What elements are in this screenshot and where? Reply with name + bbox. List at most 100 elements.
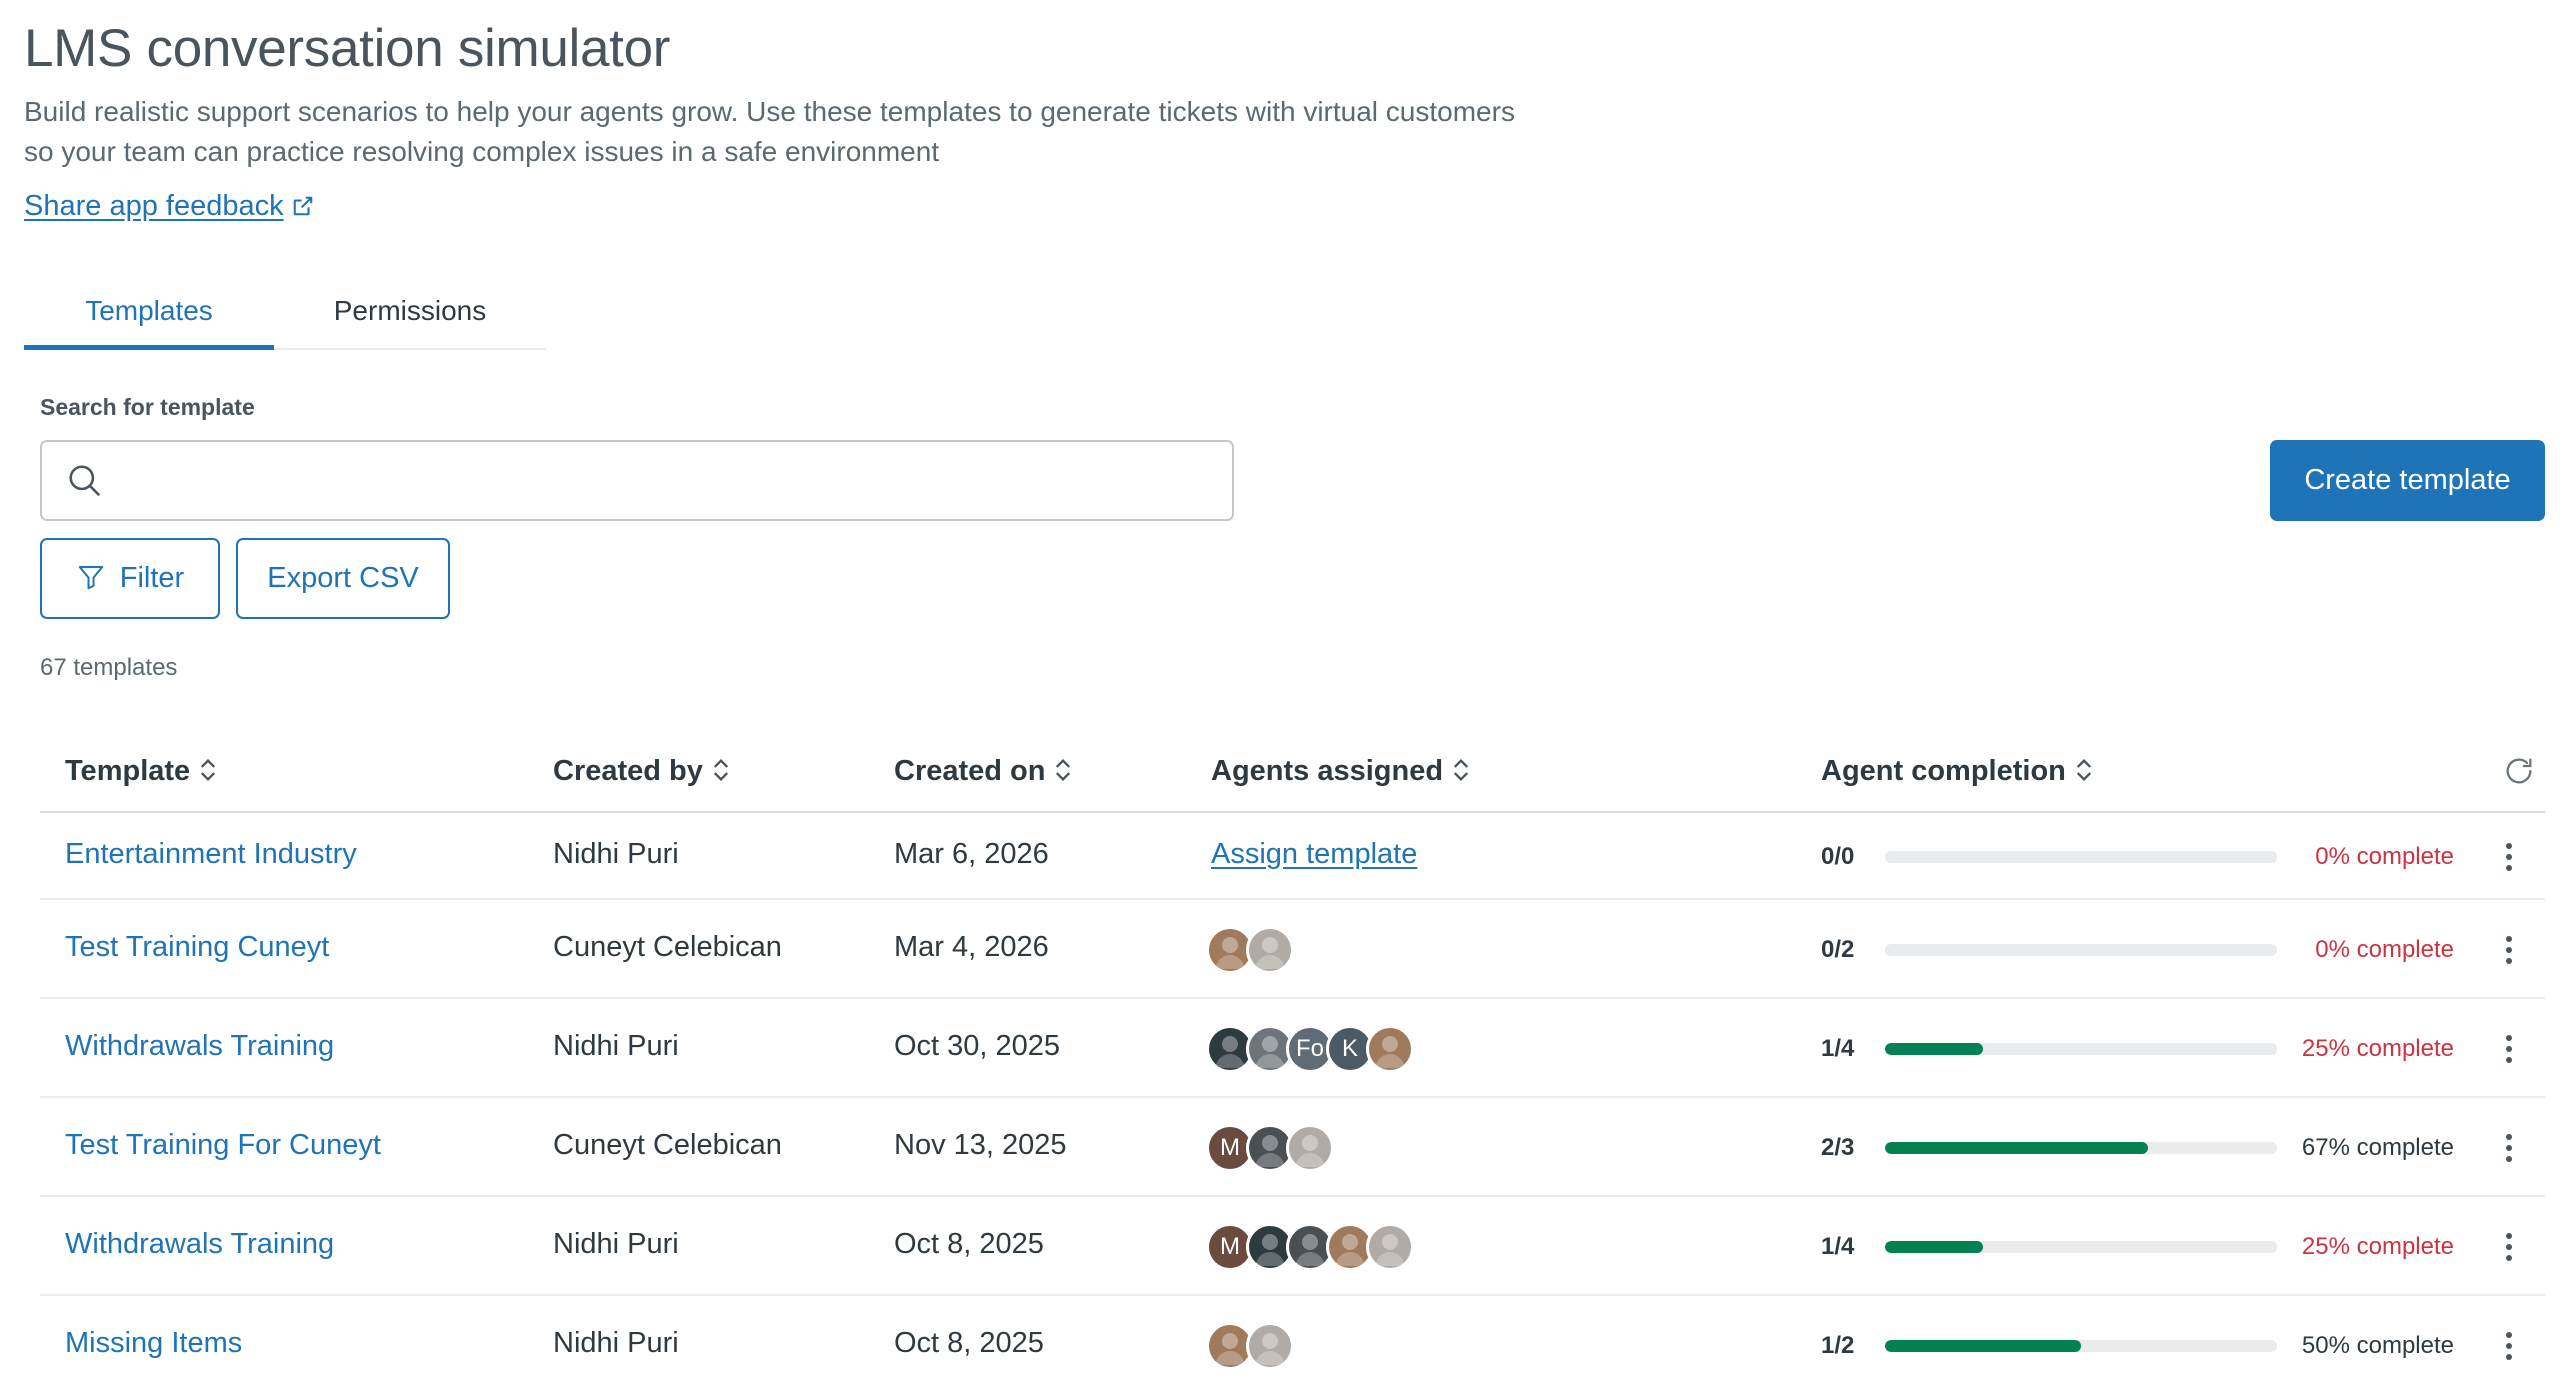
agent-avatars: Fo K: [1206, 1025, 1414, 1073]
avatar[interactable]: [1246, 926, 1294, 974]
kebab-dot: [2506, 1035, 2512, 1041]
kebab-dot: [2506, 854, 2512, 860]
column-label: Agents assigned: [1211, 755, 1444, 787]
table-row: Withdrawals Training Nidhi Puri Oct 8, 202…: [40, 1197, 2545, 1296]
kebab-menu-icon[interactable]: [2497, 1128, 2521, 1168]
search-field: [40, 440, 1234, 521]
column-label: Agent completion: [1821, 755, 2066, 787]
kebab-menu-icon[interactable]: [2497, 1326, 2521, 1366]
table-row: Test Training For Cuneyt Cuneyt Celebican…: [40, 1098, 2545, 1197]
kebab-dot: [2506, 1354, 2512, 1360]
completion-percent: 0% complete: [2315, 936, 2454, 963]
avatar[interactable]: [1366, 1223, 1414, 1271]
kebab-dot: [2506, 1145, 2512, 1151]
column-label: Created on: [894, 755, 1046, 787]
export-csv-button[interactable]: Export CSV: [236, 538, 450, 619]
template-name-link[interactable]: Test Training For Cuneyt: [65, 1129, 381, 1161]
filter-button[interactable]: Filter: [40, 538, 220, 619]
kebab-menu-icon[interactable]: [2497, 837, 2521, 877]
column-header-template[interactable]: Template: [65, 730, 218, 813]
avatar[interactable]: [1246, 1025, 1294, 1073]
assign-template-link[interactable]: Assign template: [1211, 838, 1418, 870]
completion-progress-bar: [1885, 1340, 2277, 1352]
created-by: Nidhi Puri: [553, 1228, 679, 1260]
table-header: Template Created by Created on Agents as…: [40, 730, 2545, 813]
sort-icon: [1454, 759, 1469, 781]
template-count: 67 templates: [40, 654, 178, 681]
kebab-dot: [2506, 958, 2512, 964]
external-link-icon: [293, 196, 312, 216]
kebab-dot: [2506, 1343, 2512, 1349]
completion-fraction: 0/2: [1821, 936, 1855, 963]
template-name-link[interactable]: Test Training Cuneyt: [65, 931, 330, 963]
avatar[interactable]: [1286, 1124, 1334, 1172]
avatar[interactable]: [1366, 1025, 1414, 1073]
refresh-icon[interactable]: [2502, 754, 2536, 788]
column-header-created-on[interactable]: Created on: [894, 730, 1073, 813]
avatar[interactable]: [1206, 1322, 1254, 1370]
column-header-agents-assigned[interactable]: Agents assigned: [1211, 730, 1471, 813]
tab-permissions[interactable]: Permissions: [333, 295, 487, 326]
column-label: Template: [65, 755, 191, 787]
kebab-dot: [2506, 936, 2512, 942]
completion-fraction: 1/4: [1821, 1035, 1855, 1062]
kebab-menu-icon[interactable]: [2497, 1029, 2521, 1069]
kebab-dot: [2506, 1244, 2512, 1250]
column-label: Created by: [553, 755, 703, 787]
table-row: Withdrawals Training Nidhi Puri Oct 30, 20…: [40, 999, 2545, 1098]
progress-fill: [1885, 1043, 1983, 1055]
tab-templates[interactable]: Templates: [24, 280, 274, 350]
completion-progress-bar: [1885, 1142, 2277, 1154]
created-on: Oct 30, 2025: [894, 1030, 1061, 1062]
template-name-link[interactable]: Missing Items: [65, 1327, 243, 1359]
kebab-dot: [2506, 865, 2512, 871]
column-header-agent-completion[interactable]: Agent completion: [1821, 730, 2094, 813]
created-on: Oct 8, 2025: [894, 1327, 1044, 1359]
kebab-dot: [2506, 947, 2512, 953]
kebab-dot: [2506, 1156, 2512, 1162]
created-on: Mar 4, 2026: [894, 931, 1049, 963]
completion-progress-bar: [1885, 944, 2277, 956]
kebab-menu-icon[interactable]: [2497, 1227, 2521, 1267]
page-description: Build realistic support scenarios to hel…: [24, 96, 1515, 167]
agent-avatars: M: [1206, 1223, 1414, 1271]
created-by: Cuneyt Celebican: [553, 1129, 782, 1161]
agent-avatars: M: [1206, 1124, 1334, 1172]
completion-progress-bar: [1885, 851, 2277, 863]
table-row: Test Training Cuneyt Cuneyt Celebican Mar …: [40, 900, 2545, 999]
sort-icon: [201, 759, 216, 781]
template-name-link[interactable]: Withdrawals Training: [65, 1228, 335, 1260]
sort-icon: [1056, 759, 1071, 781]
created-by: Nidhi Puri: [553, 1327, 679, 1359]
progress-fill: [1885, 1340, 2081, 1352]
column-header-created-by[interactable]: Created by: [553, 730, 731, 813]
kebab-menu-icon[interactable]: [2497, 930, 2521, 970]
completion-percent: 50% complete: [2301, 1332, 2454, 1359]
kebab-dot: [2506, 1046, 2512, 1052]
created-on: Mar 6, 2026: [894, 838, 1049, 870]
progress-fill: [1885, 1241, 1983, 1253]
share-feedback-link[interactable]: Share app feedback: [24, 190, 314, 223]
completion-fraction: 1/2: [1821, 1332, 1855, 1359]
sort-icon: [2076, 759, 2091, 781]
avatar[interactable]: [1246, 1322, 1294, 1370]
search-label: Search for template: [40, 394, 255, 420]
agent-avatars: [1206, 926, 1294, 974]
created-by: Cuneyt Celebican: [553, 931, 782, 963]
search-input[interactable]: [122, 448, 1212, 514]
completion-fraction: 0/0: [1821, 843, 1855, 870]
template-name-link[interactable]: Withdrawals Training: [65, 1030, 335, 1062]
tab-list: Templates Permissions: [24, 280, 546, 350]
template-name-link[interactable]: Entertainment Industry: [65, 838, 357, 870]
sort-icon: [713, 759, 728, 781]
table-row: Missing Items Nidhi Puri Oct 8, 2025 1/2 50%…: [40, 1296, 2545, 1376]
kebab-dot: [2506, 1332, 2512, 1338]
kebab-dot: [2506, 1057, 2512, 1063]
completion-percent: 0% complete: [2315, 843, 2454, 870]
search-icon: [69, 465, 101, 497]
created-by: Nidhi Puri: [553, 1030, 679, 1062]
create-template-button[interactable]: Create template: [2270, 440, 2545, 521]
completion-percent: 25% complete: [2301, 1233, 2454, 1260]
created-on: Nov 13, 2025: [894, 1129, 1067, 1161]
